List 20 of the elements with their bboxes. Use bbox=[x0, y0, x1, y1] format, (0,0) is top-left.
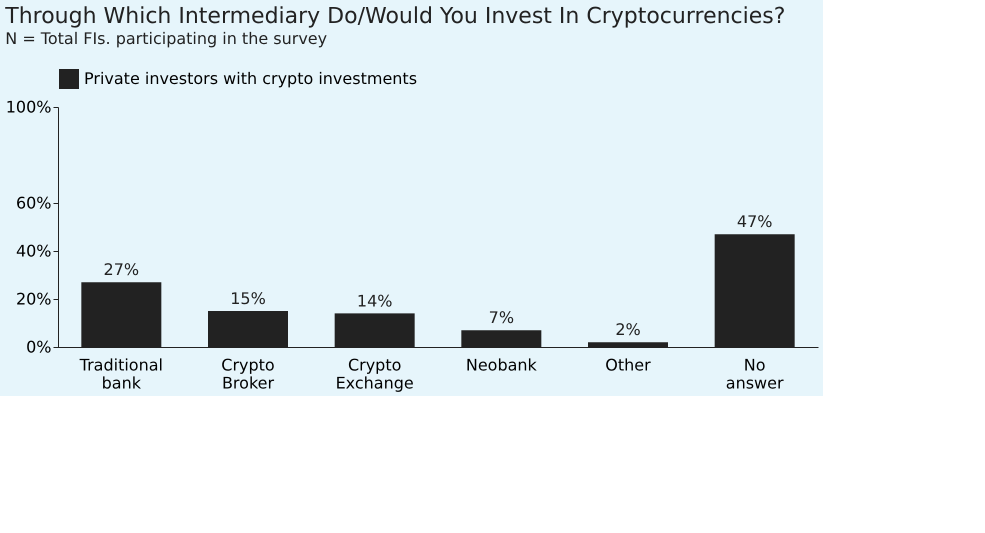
x-tick-label: Crypto Broker bbox=[221, 356, 275, 392]
x-tick-label: Crypto Exchange bbox=[336, 356, 414, 392]
x-tick-label: No answer bbox=[726, 356, 784, 392]
x-tick-label: Neobank bbox=[466, 356, 538, 374]
chart-subtitle: N = Total FIs. participating in the survey bbox=[5, 29, 328, 48]
text: 7% bbox=[488, 308, 514, 328]
legend-label: Private investors with crypto investments bbox=[84, 69, 418, 88]
text: 47% bbox=[736, 212, 772, 232]
text: 14% bbox=[356, 291, 392, 310]
y-tick-label: 100% bbox=[6, 98, 52, 116]
x-tick-label: Other bbox=[605, 356, 652, 374]
y-tick-label: 60% bbox=[16, 194, 52, 212]
chart-title: Through Which Intermediary Do/Would You Invest In Cryptocurrencies? bbox=[4, 4, 786, 29]
y-tick-label: 40% bbox=[16, 242, 52, 260]
y-tick-label: 0% bbox=[26, 338, 52, 356]
text: 15% bbox=[230, 289, 266, 308]
y-tick-label: 20% bbox=[16, 290, 52, 308]
x-tick-label: Traditional bank bbox=[78, 356, 163, 392]
text: 2% bbox=[615, 320, 641, 340]
text: 27% bbox=[104, 260, 140, 280]
